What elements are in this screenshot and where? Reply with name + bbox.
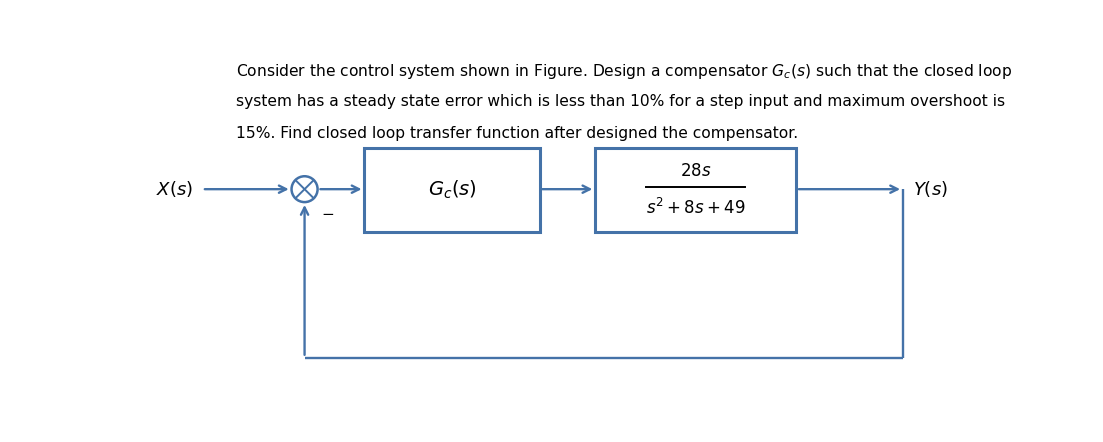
Text: Consider the control system shown in Figure. Design a compensator $G_c(s)$ such : Consider the control system shown in Fig… (236, 61, 1013, 80)
Text: $Y(s)$: $Y(s)$ (913, 179, 949, 199)
Bar (364, 149, 539, 232)
Text: $X(s)$: $X(s)$ (157, 179, 193, 199)
Text: $28s$: $28s$ (679, 162, 711, 180)
Text: $s^2 + 8s + 49$: $s^2 + 8s + 49$ (646, 198, 746, 218)
Bar (596, 149, 796, 232)
Text: 15%. Find closed loop transfer function after designed the compensator.: 15%. Find closed loop transfer function … (236, 126, 799, 141)
Text: −: − (322, 207, 334, 222)
Text: system has a steady state error which is less than 10% for a step input and maxi: system has a steady state error which is… (236, 94, 1005, 109)
Text: $G_c(s)$: $G_c(s)$ (428, 179, 476, 201)
